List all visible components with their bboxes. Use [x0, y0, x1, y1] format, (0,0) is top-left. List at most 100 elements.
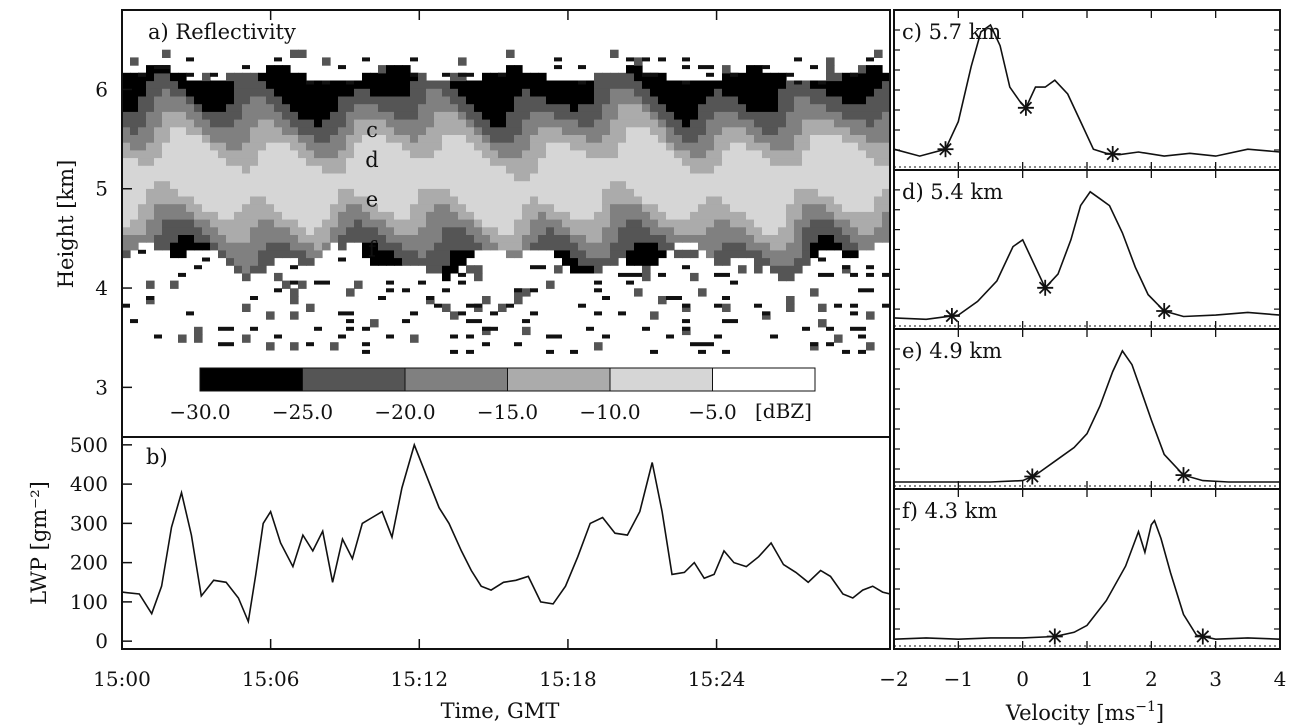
heatmap-cell — [826, 242, 835, 251]
heatmap-cell — [594, 265, 603, 274]
heatmap-cell — [690, 195, 699, 205]
panel-e-title: e) 4.9 km — [902, 339, 1002, 363]
heatmap-cell — [418, 149, 427, 159]
heatmap-cell — [442, 265, 451, 274]
heatmap-cell — [242, 157, 251, 166]
heatmap-cell — [722, 234, 731, 243]
heatmap-cell — [850, 303, 858, 308]
heatmap-cell — [178, 119, 187, 128]
heatmap-cell — [490, 111, 499, 120]
heatmap-cell — [282, 211, 291, 220]
heatmap-cell — [706, 242, 715, 251]
heatmap-cell — [858, 211, 867, 220]
heatmap-cell — [178, 134, 187, 143]
heatmap-cell — [458, 142, 467, 151]
heatmap-cell — [378, 249, 387, 259]
heatmap-cell — [674, 188, 683, 197]
heatmap-cell — [482, 149, 491, 159]
heatmap-cell — [490, 242, 499, 251]
heatmap-cell — [338, 80, 347, 89]
heatmap-cell — [882, 119, 890, 128]
heatmap-cell — [322, 57, 331, 66]
heatmap-cell — [242, 195, 251, 205]
heatmap-cell — [306, 234, 315, 243]
heatmap-cell — [218, 203, 227, 212]
heatmap-cell — [866, 165, 875, 174]
heatmap-cell — [290, 72, 299, 82]
heatmap-cell — [626, 88, 635, 97]
heatmap-cell — [850, 88, 859, 97]
heatmap-cell — [162, 142, 171, 151]
heatmap-cell — [458, 88, 467, 97]
heatmap-cell — [714, 157, 723, 166]
heatmap-cell — [474, 134, 483, 143]
heatmap-cell — [882, 126, 890, 135]
heatmap-cell — [258, 142, 267, 151]
heatmap-cell — [554, 203, 563, 212]
heatmap-cell — [858, 72, 867, 82]
heatmap-cell — [858, 95, 867, 105]
heatmap-cell — [794, 157, 803, 166]
heatmap-cell — [778, 249, 787, 259]
heatmap-cell — [722, 111, 731, 120]
heatmap-cell — [210, 188, 219, 197]
heatmap-cell — [618, 211, 627, 220]
heatmap-cell — [290, 195, 299, 205]
heatmap-cell — [698, 242, 707, 251]
heatmap-cell — [362, 180, 371, 189]
heatmap-cell — [394, 88, 403, 97]
heatmap-cell — [426, 203, 435, 212]
heatmap-cell — [562, 165, 571, 174]
heatmap-cell — [506, 95, 515, 105]
heatmap-cell — [842, 219, 851, 228]
heatmap-cell — [250, 203, 259, 212]
heatmap-cell — [618, 172, 627, 182]
heatmap-cell — [842, 349, 850, 354]
heatmap-cell — [450, 142, 459, 151]
heatmap-cell — [306, 303, 315, 312]
heatmap-cell — [546, 203, 555, 212]
heatmap-cell — [610, 180, 619, 189]
heatmap-cell — [682, 303, 691, 312]
heatmap-cell — [322, 226, 331, 235]
heatmap-cell — [546, 188, 555, 197]
heatmap-cell — [378, 72, 387, 82]
heatmap-cell — [506, 103, 515, 112]
heatmap-cell — [170, 242, 179, 251]
heatmap-cell — [234, 134, 243, 143]
heatmap-cell — [642, 180, 651, 189]
heatmap-cell — [274, 165, 283, 174]
panel-f-spectrum: f) 4.3 km — [893, 488, 1281, 650]
heatmap-cell — [434, 180, 443, 189]
heatmap-cell — [354, 88, 363, 97]
heatmap-cell — [610, 165, 619, 174]
heatmap-cell — [714, 142, 723, 151]
velocity-tick-label: 0 — [1016, 667, 1029, 691]
heatmap-cell — [210, 226, 219, 235]
heatmap-cell — [722, 142, 731, 151]
heatmap-cell — [450, 134, 459, 143]
heatmap-cell — [594, 157, 603, 166]
heatmap-cell — [594, 242, 603, 251]
heatmap-cell — [786, 72, 794, 77]
heatmap-cell — [274, 157, 283, 166]
heatmap-cell — [338, 126, 347, 135]
heatmap-cell — [850, 172, 859, 182]
heatmap-cell — [458, 149, 467, 159]
heatmap-cell — [522, 219, 531, 228]
heatmap-cell — [698, 172, 707, 182]
heatmap-cell — [202, 165, 211, 174]
heatmap-cell — [290, 249, 299, 259]
heatmap-cell — [634, 211, 643, 220]
heatmap-cell — [290, 342, 299, 351]
heatmap-cell — [818, 134, 827, 143]
heatmap-cell — [394, 180, 403, 189]
heatmap-cell — [458, 280, 466, 285]
heatmap-cell — [146, 142, 155, 151]
heatmap-cell — [874, 165, 883, 174]
panel-a-title: a) Reflectivity — [148, 20, 296, 44]
heatmap-cell — [258, 226, 267, 235]
heatmap-cell — [610, 257, 619, 266]
heatmap-cell — [794, 257, 803, 266]
heatmap-cell — [810, 149, 819, 159]
